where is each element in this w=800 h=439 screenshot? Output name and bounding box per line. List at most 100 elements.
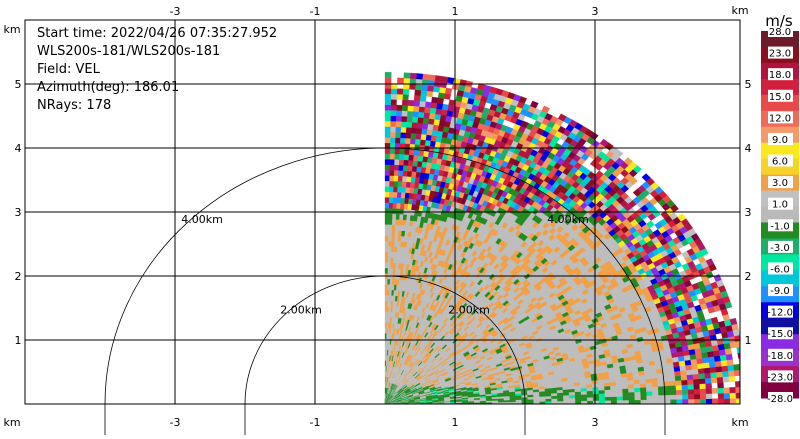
velocity-cell [646,387,652,392]
velocity-cell [402,176,407,182]
velocity-cell [425,140,431,146]
velocity-cell [394,241,397,247]
velocity-cell [390,137,395,143]
velocity-cell [423,118,429,124]
velocity-cell [599,390,605,394]
velocity-cell [593,397,599,401]
velocity-cell [397,247,400,253]
velocity-cell [395,127,400,133]
velocity-cell [399,219,403,225]
velocity-cell [385,132,390,137]
velocity-cell [688,399,694,404]
velocity-cell [575,395,581,398]
velocity-cell [688,394,694,399]
velocity-cell [528,399,534,401]
velocity-cell [545,396,551,399]
velocity-cell [395,138,400,144]
velocity-cell [397,198,401,204]
velocity-cell [401,122,407,128]
velocity-cell [429,113,435,119]
velocity-cell [697,363,704,369]
velocity-cell [563,392,569,395]
velocity-cell [710,372,716,378]
velocity-cell [397,181,402,187]
velocity-cell [385,154,390,159]
velocity-cell [385,279,387,284]
velocity-cell [390,127,395,133]
velocity-cell [686,370,693,375]
velocity-cell [389,170,394,176]
velocity-cell [605,400,611,404]
velocity-cell [657,373,663,378]
velocity-cell [706,388,712,393]
velocity-cell [391,105,397,111]
velocity-cell [385,159,390,164]
velocity-cell [665,399,671,404]
velocity-cell [385,230,388,235]
velocity-cell [391,230,395,236]
velocity-cell [385,116,391,121]
velocity-cell [712,399,718,404]
velocity-cell [646,383,652,388]
velocity-cell [700,389,706,394]
velocity-cell [385,295,387,300]
velocity-cell [426,129,432,135]
velocity-cell [396,110,402,116]
velocity-cell [399,214,403,220]
velocity-cell [687,379,693,384]
velocity-cell [398,165,403,171]
velocity-cell [516,400,522,402]
velocity-cell [402,182,407,188]
velocity-cell [385,148,390,153]
velocity-cell [685,365,692,371]
velocity-cell [391,110,397,116]
velocity-cell [706,399,712,404]
velocity-cell [681,380,687,385]
velocity-cell [617,393,623,397]
velocity-cell [395,132,400,138]
velocity-cell [411,128,417,134]
velocity-cell [415,172,420,178]
velocity-cell [569,398,575,401]
velocity-cell [401,127,407,133]
velocity-cell [403,214,407,220]
velocity-cell [598,386,604,390]
velocity-cell [405,193,410,199]
velocity-cell [398,176,403,182]
velocity-cell [401,116,407,122]
velocity-cell [385,235,388,240]
velocity-cell [391,246,394,252]
velocity-cell [399,149,404,155]
velocity-cell [652,391,658,396]
velocity-cell [410,177,415,183]
velocity-cell [687,374,693,379]
velocity-cell [611,400,617,404]
velocity-cell [651,378,657,383]
velocity-cell [394,236,398,242]
velocity-cell [682,389,688,394]
velocity-cell [385,350,386,355]
velocity-cell [398,170,403,176]
velocity-cell [385,284,387,289]
velocity-cell [675,376,681,381]
velocity-cell [388,225,392,231]
velocity-cell [385,165,390,170]
velocity-cell [417,161,422,167]
velocity-cell [407,106,413,112]
velocity-cell [563,398,569,401]
velocity-cell [682,394,688,399]
velocity-cell [398,225,402,231]
velocity-cell [426,135,432,141]
velocity-cell [546,399,552,402]
velocity-cell [387,317,389,322]
velocity-cell [610,386,616,390]
velocity-cell [677,399,683,404]
velocity-cell [682,399,688,404]
velocity-cell [575,398,581,401]
velocity-cell [647,395,653,399]
velocity-cell [385,127,390,132]
velocity-cell [394,165,399,171]
velocity-cell [605,390,611,394]
